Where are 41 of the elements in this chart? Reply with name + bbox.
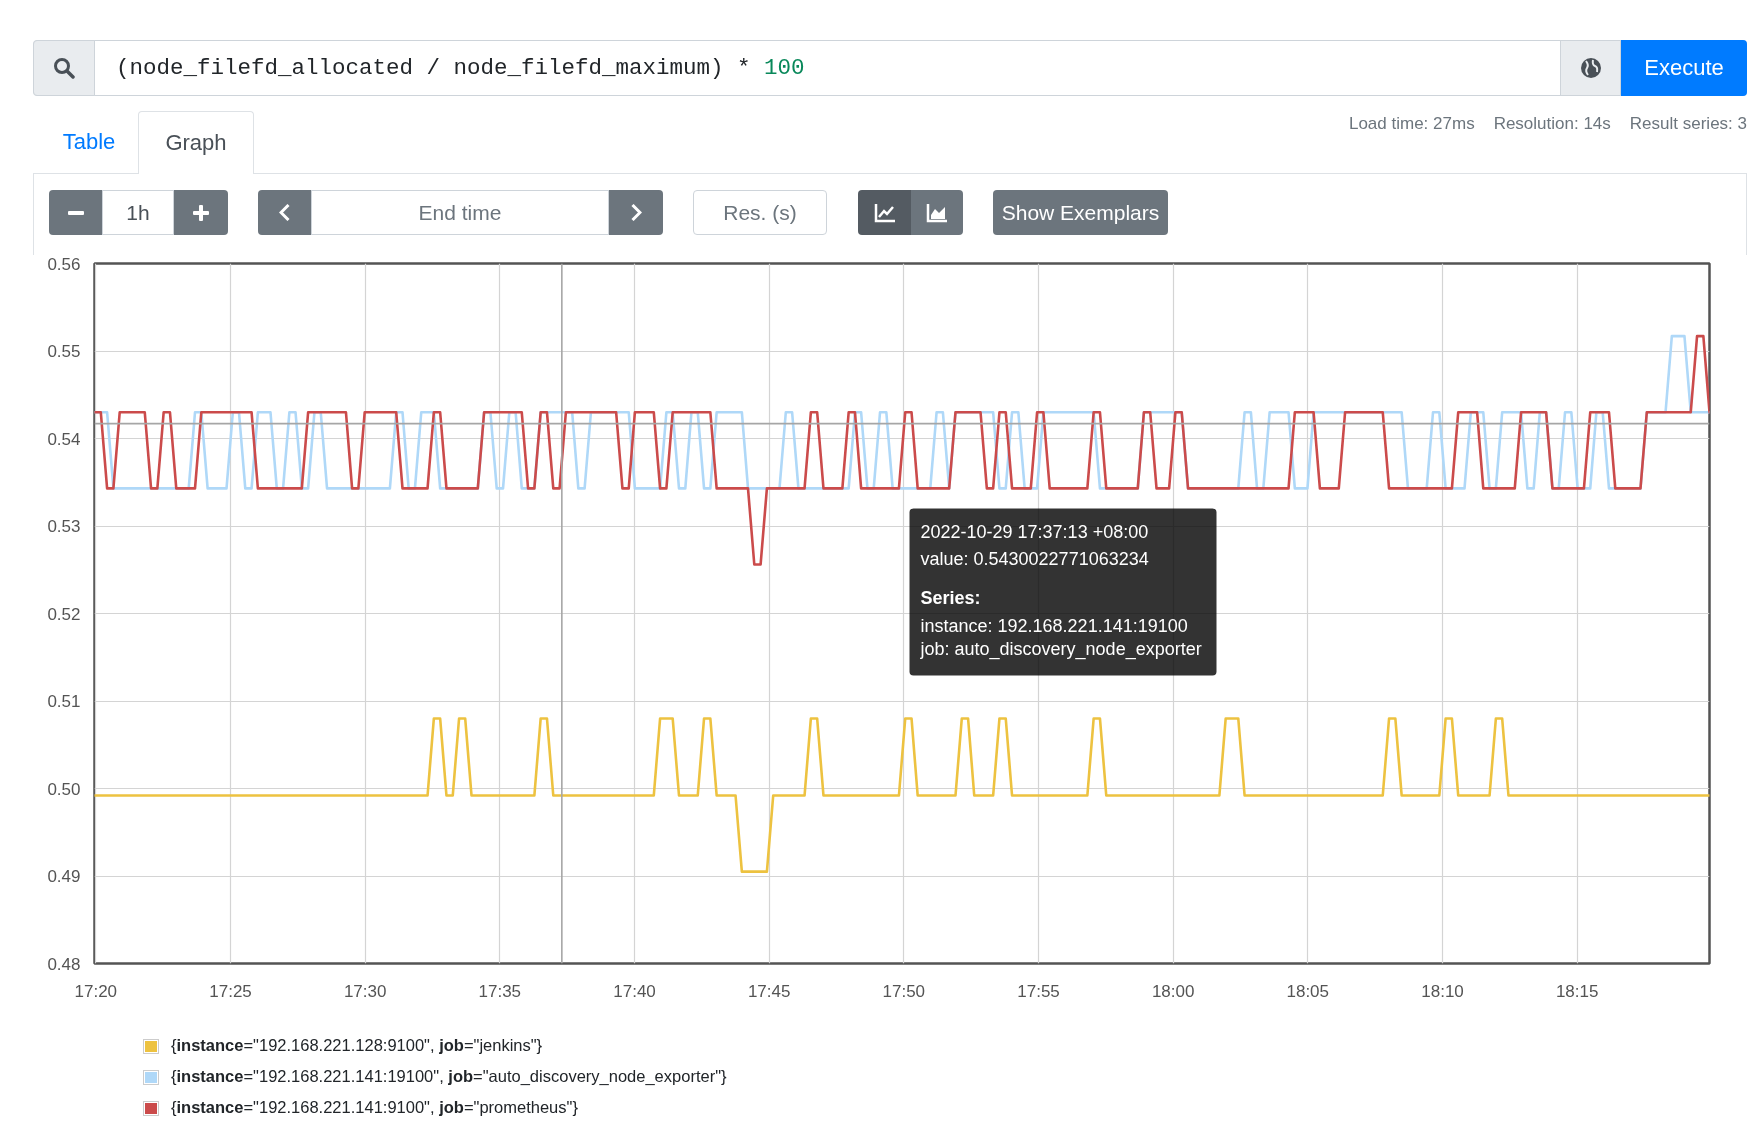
y-tick-label: 0.49 bbox=[47, 867, 81, 886]
text: Resolution: 14s bbox=[1493, 112, 1611, 135]
legend-label: {instance="192.168.221.141:9100", job="prometheus"} bbox=[171, 1097, 579, 1119]
text: Table bbox=[61, 128, 117, 157]
y-tick-label: 0.51 bbox=[47, 692, 81, 711]
x-tick-label: 17:30 bbox=[343, 981, 387, 1001]
x-tick-label: 17:20 bbox=[74, 981, 118, 1001]
text: Res. (s) bbox=[693, 190, 827, 235]
text: 1h bbox=[102, 190, 174, 235]
text: End time bbox=[311, 190, 609, 235]
annotation: Series: bbox=[920, 587, 981, 608]
text: Result series: 3 bbox=[1629, 112, 1747, 135]
text: Load time: 27ms bbox=[1348, 112, 1475, 135]
x-tick-label: 17:40 bbox=[613, 981, 656, 1001]
x-tick-label: 17:35 bbox=[478, 981, 522, 1001]
legend-label: {instance="192.168.221.141:19100", job="auto_discovery_node_exporter"} bbox=[171, 1066, 728, 1088]
annotation: value: 0.5430022771063234 bbox=[920, 548, 1149, 569]
text: (node_filefd_allocated / node_filefd_maximum) * 100 bbox=[115, 53, 806, 83]
annotation: job: auto_discovery_node_exporter bbox=[919, 638, 1202, 660]
x-tick-label: 18:15 bbox=[1555, 981, 1599, 1001]
x-tick-label: 17:50 bbox=[882, 981, 926, 1001]
x-tick-label: 17:55 bbox=[1017, 981, 1060, 1001]
text: Execute bbox=[1621, 40, 1747, 96]
y-tick-label: 0.50 bbox=[47, 779, 81, 799]
text: Show Exemplars bbox=[993, 190, 1168, 235]
y-tick-label: 0.52 bbox=[47, 604, 81, 624]
y-tick-label: 0.53 bbox=[47, 517, 81, 536]
legend-label: {instance="192.168.221.128:9100", job="jenkins"} bbox=[171, 1035, 544, 1057]
y-tick-label: 0.55 bbox=[47, 342, 81, 361]
x-tick-label: 18:00 bbox=[1151, 981, 1195, 1001]
x-tick-label: 18:10 bbox=[1421, 981, 1464, 1001]
line-series bbox=[94, 334, 1710, 566]
annotation: instance: 192.168.221.141:19100 bbox=[920, 615, 1188, 636]
annotation: 2022-10-29 17:37:13 +08:00 bbox=[920, 521, 1149, 542]
text: Graph bbox=[138, 111, 254, 174]
y-tick-label: 0.56 bbox=[47, 254, 81, 274]
x-tick-label: 17:45 bbox=[747, 981, 791, 1001]
y-tick-label: 0.54 bbox=[47, 429, 81, 449]
y-tick-label: 0.48 bbox=[47, 954, 81, 974]
x-tick-label: 17:25 bbox=[209, 981, 252, 1001]
x-tick-label: 18:05 bbox=[1286, 981, 1330, 1001]
